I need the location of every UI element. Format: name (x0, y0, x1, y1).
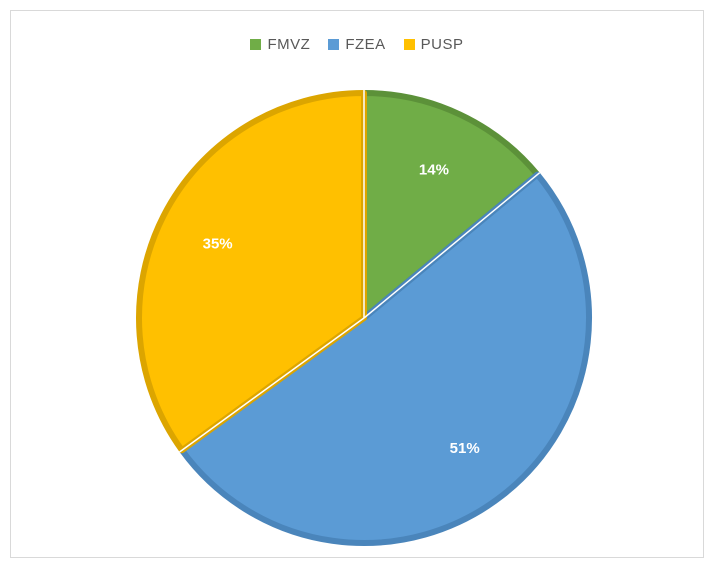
legend-item-pusp: PUSP (403, 36, 464, 53)
pie-labels: 14% 51% 35% (203, 161, 480, 456)
legend-item-fmvz: FMVZ (250, 36, 310, 53)
pie-label-fzea: 51% (450, 440, 480, 457)
slice-separator-3 (179, 317, 365, 453)
slice-separator-2 (363, 172, 541, 319)
legend-label-fmvz: FMVZ (267, 36, 311, 53)
legend-swatch-fmvz (250, 39, 262, 50)
pie-label-fmvz: 14% (419, 161, 449, 178)
legend-swatch-pusp (403, 39, 415, 50)
legend-item-fzea: FZEA (328, 36, 385, 53)
legend: FMVZ FZEA PUSP (0, 36, 714, 53)
pie-slices (136, 90, 592, 547)
legend-label-fzea: FZEA (345, 36, 386, 53)
pie-slice-fzea (178, 171, 592, 547)
legend-label-pusp: PUSP (420, 36, 464, 53)
pie-slice-pusp (136, 90, 367, 454)
legend-swatch-fzea (328, 39, 340, 50)
pie-slice-fmvz (361, 90, 541, 321)
pie-label-pusp: 35% (203, 235, 233, 252)
